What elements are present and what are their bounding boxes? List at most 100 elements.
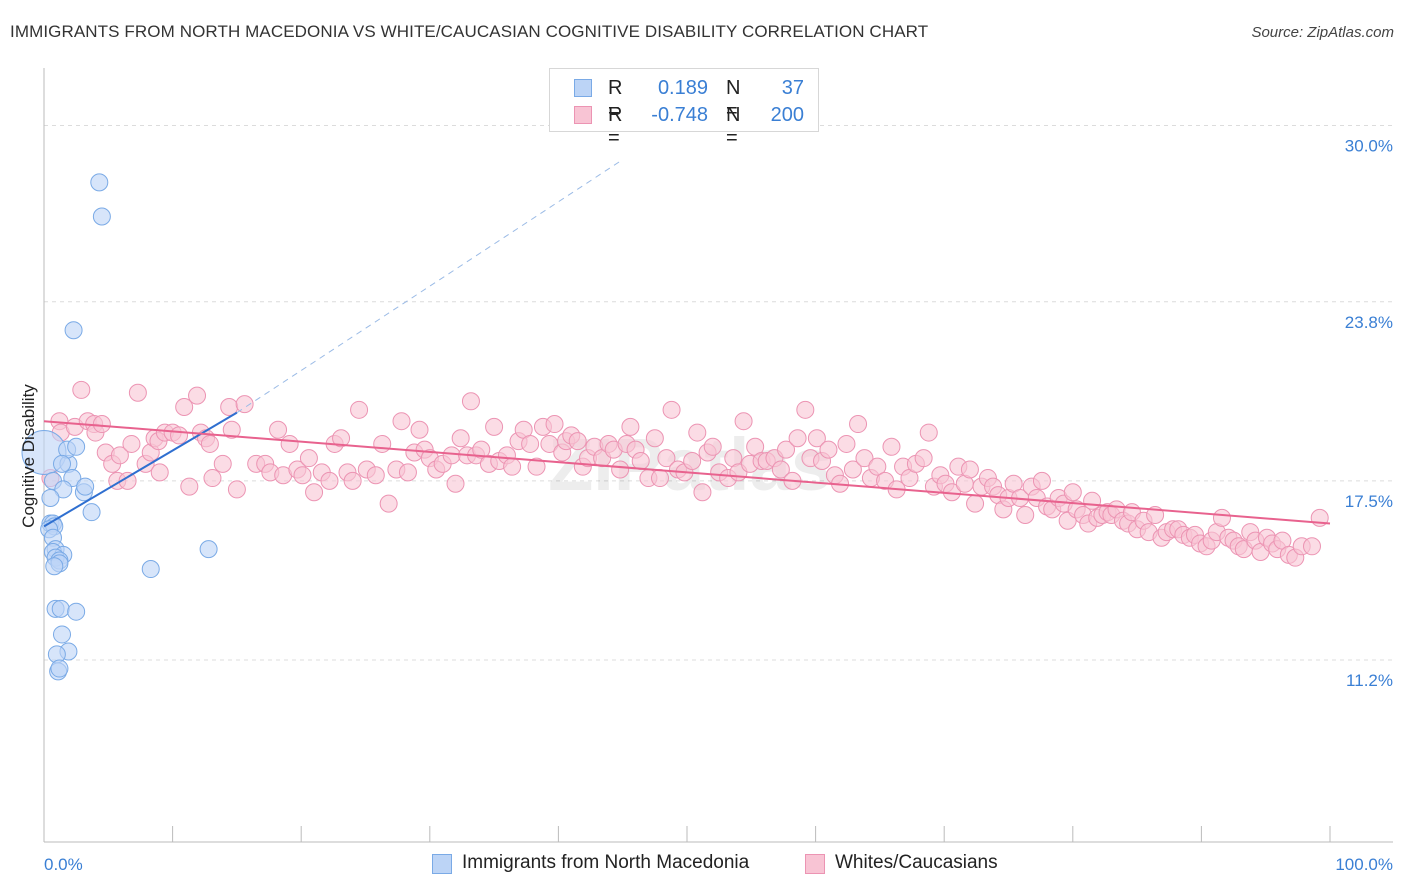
point-whites (703, 437, 722, 456)
point-whites (305, 483, 324, 502)
point-north-macedonia (90, 173, 109, 192)
point-whites (485, 417, 504, 436)
legend-r-value: -0.748 (651, 104, 708, 126)
point-whites (410, 420, 429, 439)
y-tick-label: 17.5% (1345, 492, 1393, 511)
bottom-legend-swatch-pink (805, 854, 825, 874)
point-whites (293, 466, 312, 485)
point-whites (788, 429, 807, 448)
point-north-macedonia (53, 625, 72, 644)
y-tick-label: 11.2% (1346, 671, 1393, 690)
trend-line-north-macedonia-extension (236, 159, 623, 414)
point-whites (451, 429, 470, 448)
point-whites (631, 452, 650, 470)
point-whites (1063, 483, 1082, 502)
point-whites (645, 429, 664, 448)
point-whites (118, 471, 137, 490)
point-whites (373, 434, 392, 453)
point-whites (819, 440, 838, 459)
point-whites (1083, 491, 1102, 510)
point-north-macedonia (54, 480, 73, 499)
chart-title: IMMIGRANTS FROM NORTH MACEDONIA VS WHITE… (10, 22, 929, 41)
point-whites (379, 494, 398, 513)
point-whites (960, 460, 979, 479)
point-whites (568, 432, 587, 451)
point-whites (222, 420, 241, 439)
point-whites (122, 434, 141, 453)
point-whites (837, 434, 856, 453)
point-north-macedonia (64, 321, 83, 340)
point-whites (734, 412, 753, 431)
point-whites (966, 494, 985, 513)
point-whites (503, 457, 522, 476)
point-whites (545, 415, 564, 434)
point-whites (472, 440, 491, 459)
point-whites (621, 417, 640, 436)
legend-r-label: R = (608, 104, 623, 149)
trend-line-north-macedonia (43, 411, 238, 528)
point-whites (128, 383, 147, 402)
point-whites (170, 426, 189, 445)
point-whites (175, 397, 194, 416)
point-whites (200, 434, 219, 453)
point-whites (188, 386, 207, 405)
point-whites (521, 434, 540, 453)
point-whites (611, 460, 630, 479)
y-tick-label: 23.8% (1345, 313, 1393, 332)
point-whites (796, 400, 815, 419)
legend-swatch-pink (574, 106, 592, 124)
point-whites (868, 457, 887, 476)
point-whites (280, 434, 299, 453)
point-north-macedonia (199, 540, 218, 559)
legend-n-label: N = (726, 77, 741, 122)
bottom-legend-label: Immigrants from North Macedonia (462, 852, 750, 873)
legend-swatch-blue (574, 79, 592, 97)
correlation-legend: R = 0.189 N = 37 R = -0.748 N = 200 (549, 68, 819, 149)
point-whites (657, 449, 676, 468)
point-whites (332, 429, 351, 448)
point-whites (269, 420, 288, 439)
point-whites (1212, 508, 1231, 527)
point-whites (366, 466, 385, 485)
point-whites (882, 437, 901, 456)
point-whites (235, 395, 254, 414)
point-whites (299, 449, 318, 468)
point-whites (203, 469, 222, 488)
legend-n-label: N = (726, 104, 741, 149)
point-whites (213, 454, 232, 473)
point-whites (771, 460, 790, 479)
point-whites (855, 449, 874, 468)
point-whites (650, 469, 669, 488)
point-whites (662, 400, 681, 419)
x-tick-label-min: 0.0% (44, 855, 83, 874)
point-whites (227, 480, 246, 499)
point-whites (693, 483, 712, 502)
legend-n-value: 37 (781, 77, 804, 99)
point-whites (150, 463, 169, 482)
y-axis-title: Cognitive Disability (19, 384, 38, 528)
point-north-macedonia (45, 557, 64, 576)
point-north-macedonia (67, 437, 86, 456)
point-whites (442, 446, 461, 465)
point-whites (849, 415, 868, 434)
point-whites (343, 471, 362, 490)
legend-n-value: 200 (770, 104, 804, 126)
data-points (21, 173, 1329, 681)
point-whites (392, 412, 411, 431)
point-whites (350, 400, 369, 419)
source-credit: Source: ZipAtlas.com (1251, 24, 1394, 41)
point-whites (843, 460, 862, 479)
point-north-macedonia (67, 602, 86, 621)
point-whites (688, 423, 707, 442)
x-tick-label-max: 100.0% (1335, 855, 1393, 874)
point-whites (1032, 471, 1051, 490)
trend-line-whites (43, 420, 1331, 525)
legend-r-label: R = (608, 77, 623, 122)
legend-r-value: 0.189 (657, 77, 708, 99)
trend-lines (43, 159, 1331, 528)
point-whites (527, 457, 546, 476)
point-whites (807, 429, 826, 448)
point-north-macedonia (50, 659, 69, 678)
point-whites (92, 415, 111, 434)
